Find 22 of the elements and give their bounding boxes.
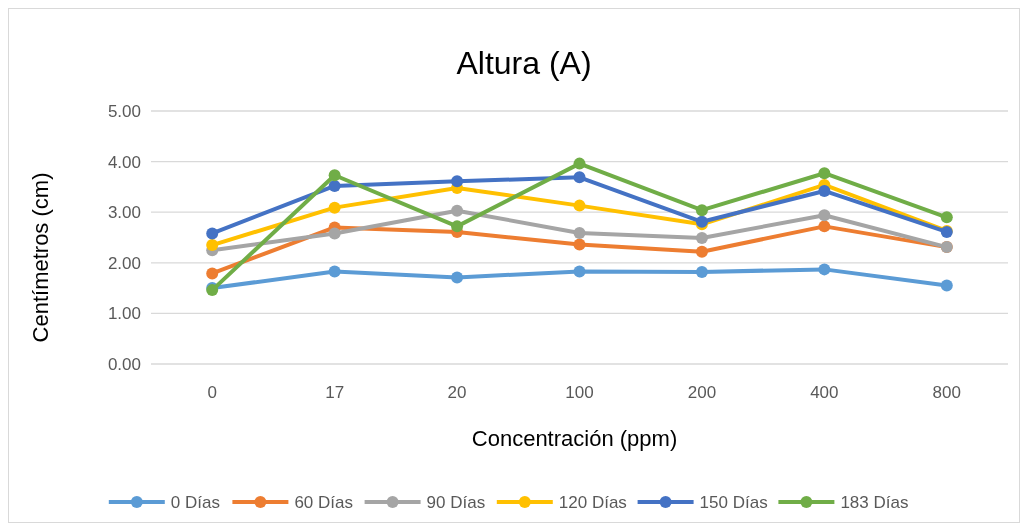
legend-label: 60 Días [294, 492, 353, 512]
y-tick-label: 0.00 [107, 354, 141, 374]
x-axis-title: Concentración (ppm) [471, 426, 678, 451]
legend-label: 150 Días [699, 492, 768, 512]
x-tick-label: 200 [687, 383, 717, 402]
x-tick-label: 400 [810, 383, 839, 402]
legend-label: 0 Días [170, 492, 220, 512]
x-tick-label: 100 [565, 383, 594, 402]
y-tick-label: 4.00 [107, 152, 141, 172]
legend-label: 183 Días [840, 492, 909, 512]
y-tick-label: 3.00 [107, 203, 141, 223]
chart-title: Altura (A) [456, 45, 592, 81]
y-axis-title: Centímetros (cm) [28, 172, 53, 343]
x-tick-label: 0 [207, 383, 217, 402]
legend-label: 120 Días [558, 492, 627, 512]
x-tick-label: 800 [932, 383, 961, 402]
x-tick-label: 20 [447, 383, 467, 402]
legend-label: 90 Días [426, 492, 486, 512]
x-tick-label: 17 [325, 383, 345, 402]
y-tick-label: 5.00 [107, 101, 141, 121]
y-tick-label: 2.00 [107, 253, 141, 273]
y-tick-label: 1.00 [107, 304, 141, 324]
